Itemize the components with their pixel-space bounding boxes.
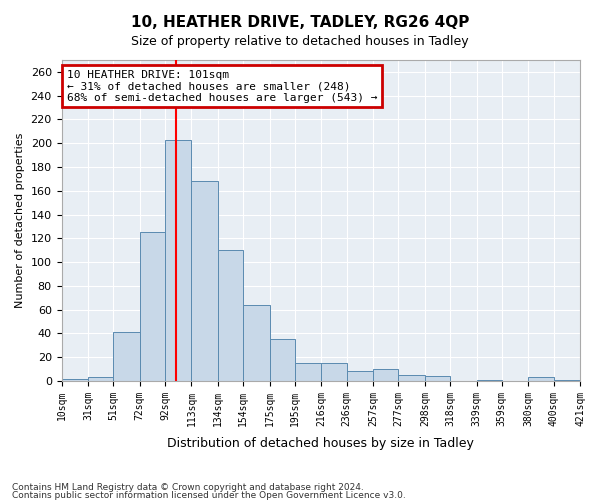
- Text: 10, HEATHER DRIVE, TADLEY, RG26 4QP: 10, HEATHER DRIVE, TADLEY, RG26 4QP: [131, 15, 469, 30]
- Bar: [554, 380, 580, 381]
- Bar: [373, 369, 398, 381]
- Bar: [62, 378, 88, 381]
- Text: Contains public sector information licensed under the Open Government Licence v3: Contains public sector information licen…: [12, 490, 406, 500]
- Text: Size of property relative to detached houses in Tadley: Size of property relative to detached ho…: [131, 35, 469, 48]
- Bar: [425, 376, 450, 381]
- Bar: [191, 181, 218, 381]
- Bar: [476, 380, 502, 381]
- Y-axis label: Number of detached properties: Number of detached properties: [15, 133, 25, 308]
- Bar: [140, 232, 165, 381]
- Bar: [218, 250, 243, 381]
- Bar: [165, 140, 191, 381]
- X-axis label: Distribution of detached houses by size in Tadley: Distribution of detached houses by size …: [167, 437, 474, 450]
- Bar: [243, 305, 269, 381]
- Bar: [269, 340, 295, 381]
- Bar: [347, 372, 373, 381]
- Text: Contains HM Land Registry data © Crown copyright and database right 2024.: Contains HM Land Registry data © Crown c…: [12, 483, 364, 492]
- Bar: [113, 332, 140, 381]
- Bar: [398, 375, 425, 381]
- Bar: [528, 378, 554, 381]
- Bar: [88, 378, 113, 381]
- Bar: [295, 363, 322, 381]
- Text: 10 HEATHER DRIVE: 101sqm
← 31% of detached houses are smaller (248)
68% of semi-: 10 HEATHER DRIVE: 101sqm ← 31% of detach…: [67, 70, 377, 103]
- Bar: [322, 363, 347, 381]
